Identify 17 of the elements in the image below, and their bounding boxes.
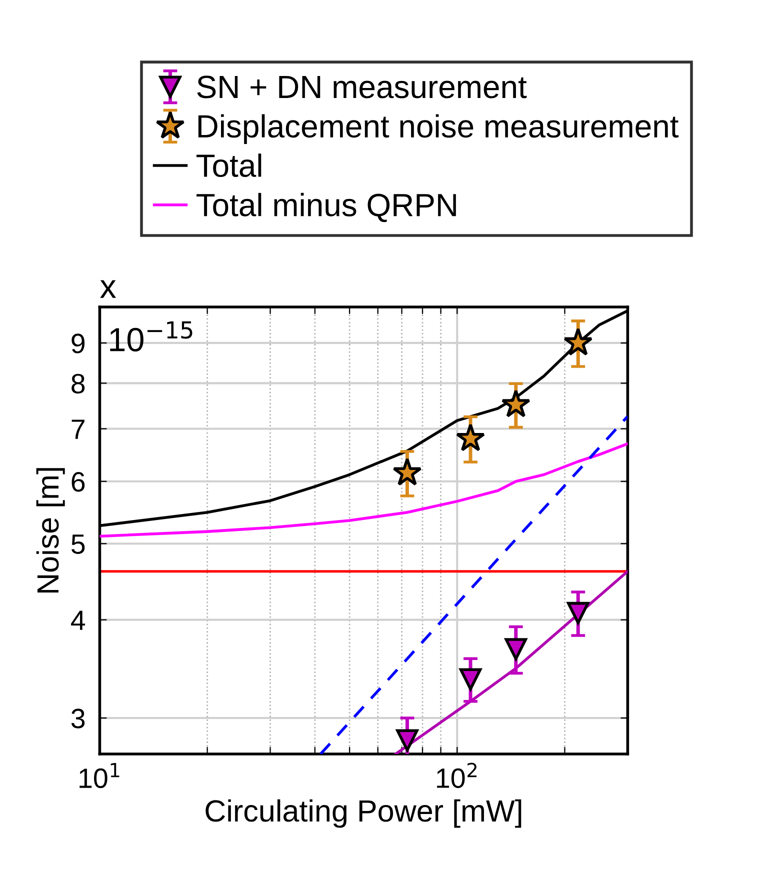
- y-tick-label: 8: [72, 374, 85, 394]
- legend-label: Total: [196, 154, 262, 178]
- legend-label: SN + DN measurement: [197, 76, 527, 98]
- text: x: [100, 280, 116, 298]
- annotation: 10$^{−15}$: [110, 321, 192, 352]
- x-tick-label: 10$^{1}$: [80, 763, 120, 788]
- legend-label: Total minus QRPN: [196, 192, 456, 222]
- y-tick-label: 6: [72, 472, 85, 492]
- y-tick-label: 4: [71, 610, 86, 630]
- x-axis-title: Circulating Power [mW]: [206, 799, 522, 828]
- legend-label: Displacement noise measurement: [198, 114, 679, 144]
- y-axis-title: Noise [m]: [36, 468, 65, 593]
- y-tick-label: 7: [72, 420, 84, 439]
- y-tick-label: 3: [71, 708, 85, 728]
- y-tick-label: 9: [72, 334, 85, 354]
- y-tick-label: 5: [71, 534, 85, 554]
- x-tick-label: 10$^{2}$: [437, 762, 477, 788]
